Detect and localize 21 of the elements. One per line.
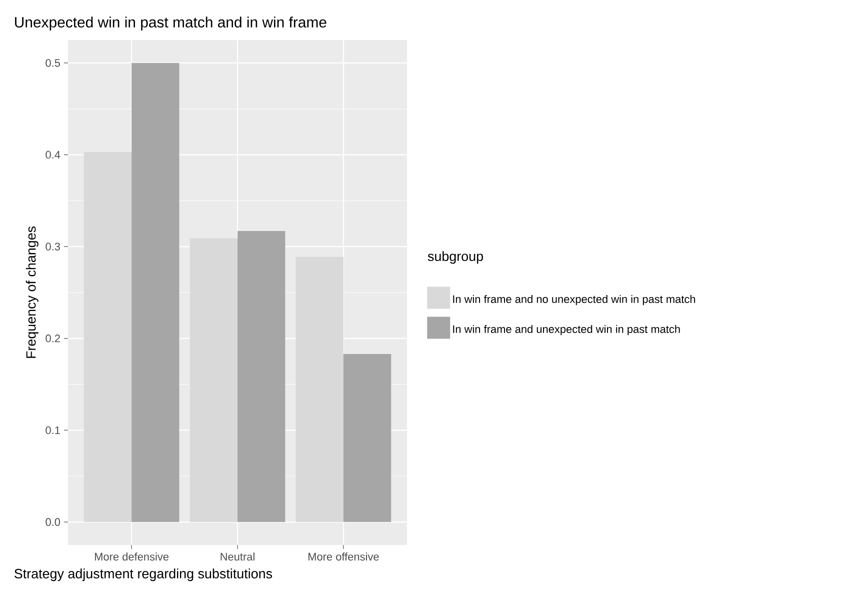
bar	[343, 354, 392, 522]
x-tick-label: Neutral	[220, 552, 254, 561]
y-tick-label: 0.1	[46, 426, 60, 434]
chart-title: Unexpected win in past match and in win frame	[15, 16, 326, 30]
x-tick-label: More defensive	[95, 552, 169, 561]
bar	[190, 238, 238, 522]
y-tick-label: 0.3	[46, 242, 60, 250]
legend-label: In win frame and unexpected win in past match	[453, 324, 680, 336]
legend-label: In win frame and no unexpected win in past match	[453, 294, 696, 306]
bar	[132, 62, 180, 522]
x-axis-title: Strategy adjustment regarding substitutions	[14, 568, 272, 582]
bar	[296, 256, 344, 522]
y-tick-label: 0.0	[46, 518, 60, 526]
bar	[84, 152, 132, 522]
legend-title: subgroup	[428, 251, 483, 264]
y-tick-label: 0.2	[46, 334, 60, 342]
bar	[238, 230, 286, 522]
y-axis-title: Frequency of changes	[26, 226, 38, 358]
y-tick-label: 0.5	[46, 59, 60, 67]
y-tick-label: 0.4	[46, 150, 60, 159]
x-tick-label: More offensive	[308, 552, 379, 561]
